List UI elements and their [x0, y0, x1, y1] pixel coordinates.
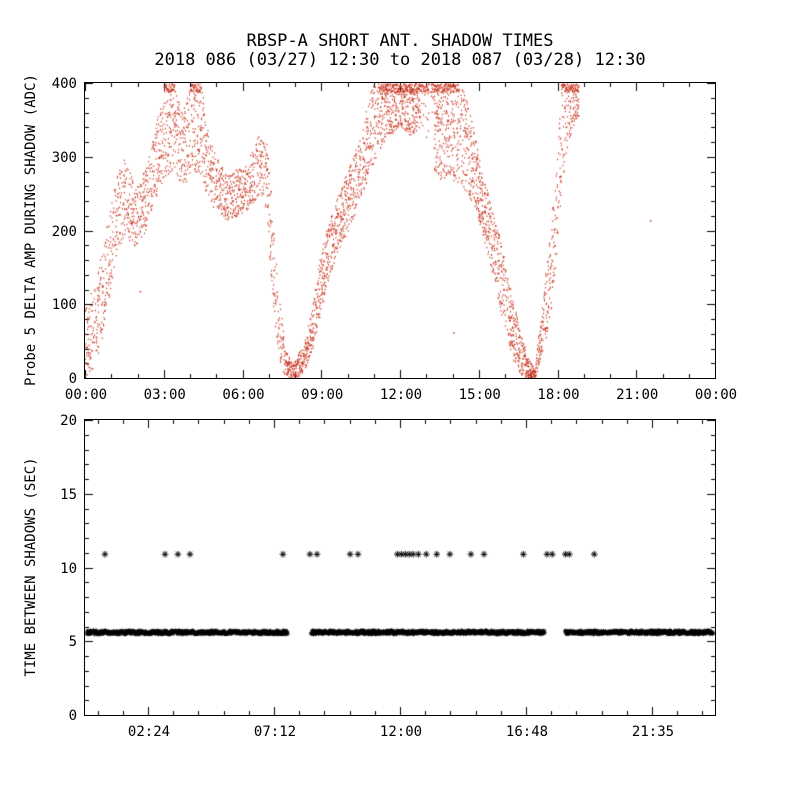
x-tick-label: 21:35 [631, 724, 675, 740]
y-tick-label: 200 [51, 223, 77, 240]
y-tick-label: 5 [68, 634, 77, 651]
x-tick-label: 07:12 [253, 724, 297, 740]
y-tick-label: 300 [51, 149, 77, 166]
chart-title: RBSP-A SHORT ANT. SHADOW TIMES [246, 31, 554, 51]
x-tick-label: 02:24 [127, 724, 171, 740]
x-tick-label: 16:48 [505, 724, 549, 740]
chart-subtitle: 2018 086 (03/27) 12:30 to 2018 087 (03/2… [154, 50, 646, 70]
y-tick-label: 400 [51, 76, 77, 92]
y-tick-label: 100 [51, 297, 77, 314]
y-tick-label: 0 [68, 371, 77, 387]
y-tick-label: 10 [60, 560, 77, 577]
x-tick-label: 09:00 [301, 387, 344, 403]
x-tick-label: 00:00 [64, 387, 108, 403]
x-tick-label: 06:00 [222, 387, 265, 403]
x-tick-label: 12:00 [379, 724, 423, 740]
x-tick-label: 18:00 [537, 387, 580, 403]
x-tick-label: 12:00 [379, 387, 423, 403]
x-tick-label: 21:00 [616, 387, 659, 403]
top-plot-panel [84, 82, 716, 379]
bottom-y-axis-label: TIME BETWEEN SHADOWS (SEC) [23, 457, 39, 677]
x-tick-label: 03:00 [143, 387, 186, 403]
y-tick-label: 0 [68, 708, 77, 724]
bottom-plot-panel [84, 419, 716, 716]
top-y-axis-label: Probe 5 DELTA AMP DURING SHADOW (ADC) [23, 74, 39, 386]
top-plot-canvas [85, 83, 715, 378]
bottom-plot-canvas [85, 420, 715, 715]
y-tick-label: 20 [60, 413, 77, 429]
y-tick-label: 15 [60, 486, 77, 503]
x-tick-label: 15:00 [458, 387, 501, 403]
x-tick-label: 00:00 [694, 387, 738, 403]
